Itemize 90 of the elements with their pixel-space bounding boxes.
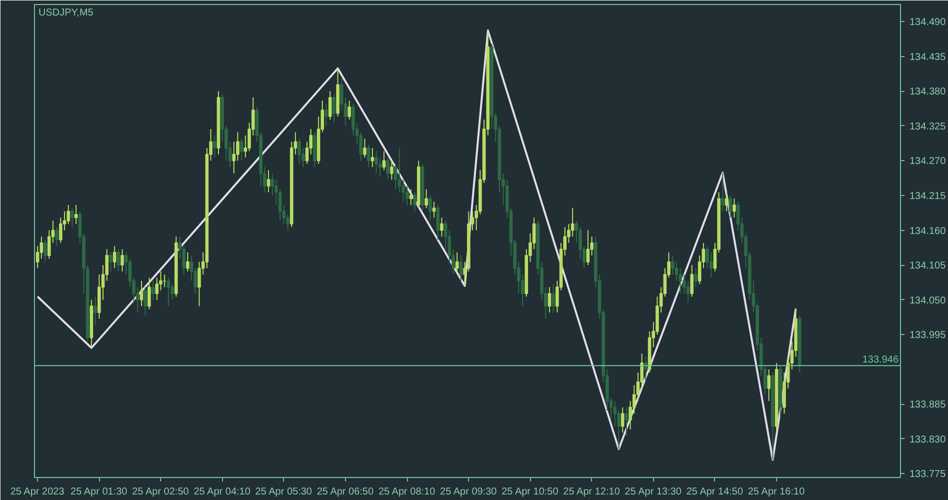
candlestick (366, 144, 370, 168)
candlestick (348, 100, 351, 120)
candlestick (424, 188, 428, 209)
candlestick (436, 204, 440, 240)
candlestick (74, 204, 78, 224)
x-tick-label: 25 Apr 08:10 (378, 486, 436, 498)
candlestick (120, 248, 124, 272)
candlestick (324, 103, 328, 126)
chart-title: USDJPY,M5 (38, 8, 94, 18)
candlestick (298, 138, 301, 164)
candlestick (328, 90, 332, 120)
candlestick (570, 208, 574, 238)
candlestick (548, 286, 552, 313)
candlestick (674, 261, 678, 282)
y-tick-label: 133.995 (910, 330, 946, 342)
y-tick-label: 134.435 (910, 52, 946, 63)
x-tick-label: 25 Apr 16:10 (748, 486, 806, 498)
candlestick (428, 194, 432, 222)
y-tick-label: 134.325 (910, 121, 946, 132)
candlestick (620, 406, 624, 434)
candlestick (686, 280, 690, 304)
candlestick (166, 277, 170, 307)
x-tick-label: 25 Apr 10:50 (502, 486, 559, 498)
candlestick (112, 246, 116, 269)
y-tick-label: 134.270 (910, 156, 946, 168)
candlestick (266, 170, 270, 193)
candlestick (732, 198, 736, 218)
candlestick (382, 150, 386, 171)
candlestick (405, 185, 409, 206)
candlestick (767, 368, 771, 402)
candlestick (109, 252, 112, 272)
candlestick (724, 192, 728, 212)
candlestick (432, 201, 436, 218)
candlestick (94, 296, 97, 326)
x-tick-label: 25 Apr 01:30 (70, 486, 128, 498)
candlestick (721, 172, 724, 212)
candlestick (36, 246, 40, 269)
x-tick-label: 25 Apr 12:10 (563, 486, 620, 498)
candlestick (240, 138, 244, 162)
candlestick (624, 406, 628, 436)
candlestick (55, 226, 58, 247)
candlestick (212, 134, 216, 158)
x-tick-label: 25 Apr 06:50 (316, 486, 374, 498)
candlestick (386, 157, 390, 180)
candlestick (144, 286, 148, 316)
candlestick (278, 188, 282, 222)
y-tick-label: 133.775 (910, 469, 946, 480)
candlestick (116, 248, 120, 272)
candlestick (394, 163, 398, 190)
candlestick (363, 138, 366, 158)
candlestick (148, 277, 151, 310)
candlestick (459, 255, 463, 282)
candlestick (455, 252, 459, 272)
candlestick (186, 252, 190, 272)
candlestick (413, 192, 416, 212)
candlestick (552, 284, 555, 313)
x-tick-label: 25 Apr 09:30 (440, 486, 498, 498)
x-tick-label: 25 Apr 2023 (10, 486, 65, 498)
candlestick (694, 268, 698, 288)
candlestick (409, 188, 413, 206)
candlestick (151, 280, 155, 300)
y-tick-label: 133.885 (910, 400, 946, 411)
y-tick-label: 134.160 (910, 226, 946, 237)
candlestick (586, 230, 590, 266)
ref-line-label: 133.946 (862, 354, 899, 366)
y-tick-label: 134.490 (910, 17, 946, 28)
candlestick (370, 148, 374, 168)
candlestick (440, 217, 444, 238)
line-series (36, 29, 797, 461)
y-tick-label: 134.050 (910, 295, 946, 306)
x-tick-label: 25 Apr 04:10 (194, 486, 251, 498)
candlestick (644, 356, 648, 383)
y-tick-label: 134.215 (910, 190, 946, 202)
candlestick (332, 94, 336, 124)
x-tick-label: 25 Apr 14:50 (686, 486, 744, 498)
y-tick-label: 134.105 (910, 260, 946, 272)
candlestick (40, 236, 44, 260)
candlestick (390, 160, 394, 180)
x-tick-label: 25 Apr 13:30 (624, 486, 682, 498)
candlestick (613, 400, 617, 427)
candlestick (140, 280, 144, 307)
candlestick (44, 239, 47, 262)
candlestick (374, 150, 378, 174)
candlestick (690, 264, 694, 298)
x-tick-label: 25 Apr 05:30 (255, 486, 312, 498)
candlestick (728, 194, 732, 218)
y-tick-label: 134.380 (910, 86, 946, 98)
x-tick-label: 25 Apr 02:50 (132, 486, 190, 498)
candlestick (70, 208, 74, 228)
y-tick-label: 133.830 (910, 434, 946, 446)
